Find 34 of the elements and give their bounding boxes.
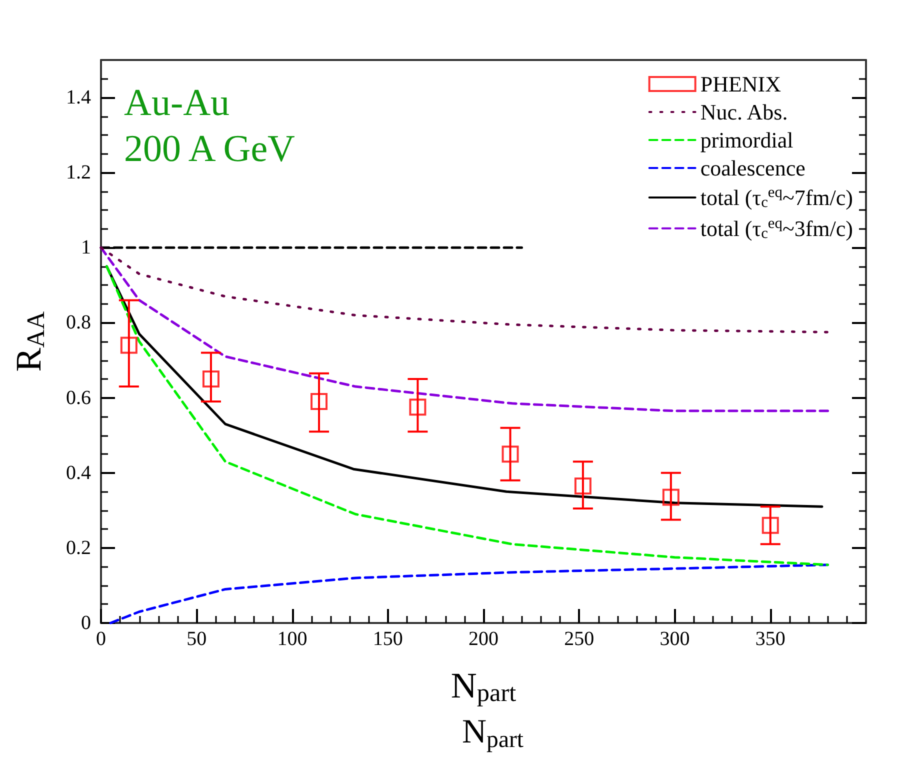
line-series	[109, 564, 829, 624]
point	[202, 370, 220, 388]
y-tick-label: 1.4	[66, 86, 91, 109]
point	[662, 488, 680, 506]
legend-label: primordial	[700, 128, 794, 152]
legend-label: coalescence	[700, 156, 806, 180]
annotation: Au-Au 200 A GeV	[124, 82, 296, 170]
point	[409, 398, 426, 416]
line-series	[100, 246, 829, 334]
x-tick-label: 200	[468, 628, 498, 650]
line-series	[100, 246, 829, 412]
point	[574, 478, 592, 495]
x-tick-label: 300	[660, 628, 690, 650]
x-tick-label: 250	[564, 628, 594, 650]
y-tick-label: 0.4	[66, 462, 91, 484]
x-tick-label: 50	[186, 628, 207, 650]
point	[502, 446, 519, 463]
y-tick-label: 1	[81, 236, 91, 259]
y-tick-label: 0.2	[66, 536, 91, 559]
y-tick-label: 0	[81, 612, 91, 634]
y-tick-label: 0.8	[66, 312, 91, 334]
y-tick-label: 1.2	[66, 162, 91, 184]
legend-label: Nuc. Abs.	[700, 100, 788, 124]
point	[310, 393, 328, 410]
y-tick-label: 0.6	[66, 386, 91, 409]
legend-label: PHENIX	[700, 72, 782, 96]
point	[762, 516, 779, 534]
x-tick-label: 150	[372, 628, 403, 650]
x-tick-label: 0	[96, 628, 106, 650]
x-tick-label: 100	[277, 628, 308, 650]
line-series	[105, 265, 829, 566]
y-axis-title: RAA	[8, 311, 50, 372]
x-tick-label: 350	[755, 628, 786, 650]
point	[120, 336, 138, 354]
